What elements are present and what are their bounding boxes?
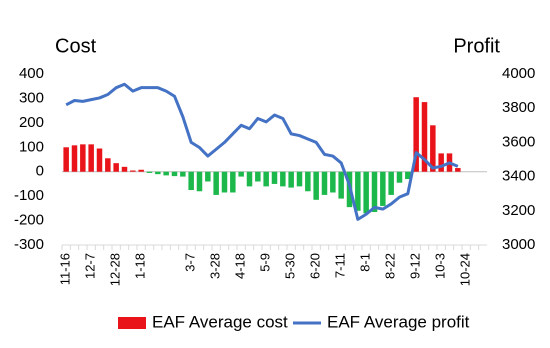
bar: [105, 158, 111, 172]
bar: [380, 171, 386, 206]
bar: [146, 171, 153, 173]
y2-tick-label: 3800: [502, 99, 535, 116]
x-tick-label: 8-1: [358, 253, 373, 272]
bar: [371, 171, 378, 213]
y-tick-label: 100: [19, 138, 44, 155]
bar: [113, 163, 119, 172]
bar: [388, 171, 394, 195]
bar: [180, 171, 186, 177]
x-tick-label: 5-30: [283, 253, 298, 279]
legend-label: EAF Average profit: [327, 312, 470, 331]
bar: [271, 171, 278, 184]
right-axis-title: Profit: [453, 35, 500, 57]
x-tick-label: 9-12: [408, 253, 423, 279]
bar: [171, 171, 178, 177]
x-tick-label: 12-7: [83, 253, 98, 279]
legend-swatch: [118, 317, 146, 329]
x-tick-label: 4-18: [233, 253, 248, 279]
line: [65, 82, 459, 221]
bar: [221, 171, 228, 193]
bar: [421, 102, 428, 172]
bar: [63, 147, 69, 172]
bar: [396, 171, 403, 183]
y2-tick-label: 3400: [502, 168, 535, 185]
y-tick-label: -300: [14, 236, 44, 253]
y-tick-label: -200: [14, 212, 44, 229]
bar: [71, 145, 78, 172]
bar: [80, 144, 86, 172]
x-tick-label: 10-24: [458, 253, 473, 286]
bar: [413, 97, 419, 172]
bar: [263, 171, 269, 187]
x-tick-label: 7-11: [333, 253, 348, 278]
bar: [363, 171, 369, 214]
bar: [280, 171, 286, 187]
x-tick-label: 6-20: [308, 253, 323, 279]
bar: [338, 171, 344, 199]
legend-label: EAF Average cost: [152, 312, 288, 331]
bar: [88, 144, 94, 172]
x-tick-label: 3-28: [208, 253, 223, 279]
bar: [296, 171, 303, 187]
bar: [188, 171, 194, 191]
bar: [255, 171, 261, 182]
bar: [438, 153, 444, 172]
y-tick-label: -100: [14, 187, 44, 204]
bar: [121, 166, 128, 172]
bar: [230, 171, 236, 193]
y-tick-label: 200: [19, 114, 44, 131]
bar: [138, 169, 144, 172]
x-tick-label: 10-3: [433, 253, 448, 279]
bar: [321, 171, 328, 195]
bar: [405, 171, 411, 180]
bar: [130, 170, 136, 172]
bar: [96, 148, 103, 172]
bar: [163, 171, 169, 176]
bar: [355, 171, 361, 211]
bar: [238, 171, 244, 177]
bar: [330, 171, 336, 193]
x-tick-label: 3-7: [183, 253, 198, 272]
y-tick-label: 400: [19, 65, 44, 82]
left-axis-title: Cost: [55, 35, 97, 57]
x-tick-label: 8-22: [383, 253, 398, 279]
bar: [196, 171, 203, 192]
y-tick-label: 0: [36, 163, 44, 180]
y-tick-label: 300: [19, 89, 44, 106]
bar: [313, 171, 319, 200]
x-tick-label: 11-16: [58, 253, 73, 285]
bar: [246, 171, 253, 187]
bar: [205, 171, 211, 182]
bar: [155, 171, 161, 175]
y2-tick-label: 3200: [502, 202, 535, 219]
y2-tick-label: 4000: [502, 65, 535, 82]
y2-tick-label: 3600: [502, 133, 535, 150]
x-tick-label: 12-28: [108, 253, 123, 286]
x-tick-label: 5-9: [258, 253, 273, 272]
bar: [455, 168, 461, 172]
bar: [288, 171, 294, 188]
y2-tick-label: 3000: [502, 236, 535, 253]
bar: [430, 125, 436, 172]
bar: [213, 171, 219, 195]
bar: [305, 171, 311, 192]
x-tick-label: 1-18: [133, 253, 148, 279]
